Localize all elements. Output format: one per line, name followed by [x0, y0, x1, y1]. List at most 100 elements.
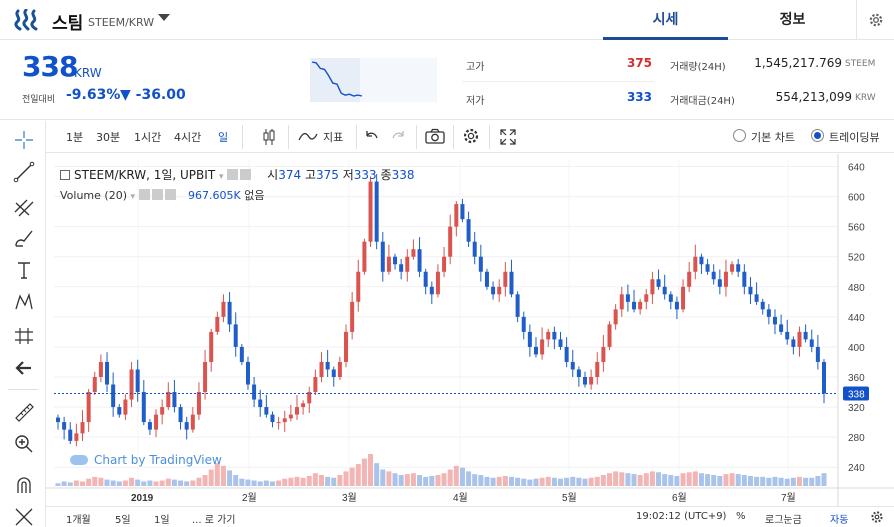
coin-dropdown-icon[interactable]: [158, 14, 170, 21]
volume-bar: [257, 481, 263, 486]
volume-bar: [582, 478, 588, 486]
candle-body: [178, 407, 183, 423]
candle-body: [601, 346, 606, 362]
bottom-gear-icon[interactable]: [870, 510, 884, 524]
volume-bar: [80, 481, 86, 486]
time-axis: 2019 2월 3월 4월 5월 6월 7월: [46, 487, 894, 504]
interval-day[interactable]: 일: [218, 131, 229, 144]
legend-dropdown-icon[interactable]: ▾: [218, 172, 224, 182]
candle-body: [803, 331, 808, 340]
candle-body: [791, 339, 796, 347]
volume-bar: [227, 470, 233, 486]
candle-body: [405, 256, 410, 272]
magnet-icon[interactable]: [13, 475, 35, 497]
candle-body: [454, 204, 459, 227]
volume-bar: [276, 480, 282, 486]
volume-bar: [386, 471, 392, 486]
change-amount: ▼ -36.00: [120, 87, 186, 103]
volume-tools-icon[interactable]: [138, 189, 185, 202]
candle-type-icon[interactable]: [262, 128, 276, 146]
volume-bar: [410, 473, 416, 486]
interval-1min[interactable]: 1분: [66, 131, 84, 144]
tradingview-watermark[interactable]: Chart by TradingView: [70, 453, 222, 467]
redo-icon[interactable]: [390, 129, 406, 143]
tradingview-label[interactable]: 트레이딩뷰: [829, 131, 880, 144]
candle-body: [785, 331, 790, 340]
volume-bar: [557, 478, 563, 486]
measure-tool-icon[interactable]: [13, 325, 35, 347]
steem-logo-icon: [14, 9, 38, 31]
range-1day[interactable]: 1일: [154, 515, 170, 526]
brush-icon[interactable]: [13, 227, 35, 249]
candlestick-chart[interactable]: 240 280 320 360 400 440 480 520 560 600 640 2019 2월…: [46, 154, 894, 506]
volume-legend-value: 967.605K: [188, 189, 241, 202]
ruler-icon[interactable]: [13, 401, 35, 423]
candle-body: [160, 407, 165, 415]
percent-toggle[interactable]: %: [736, 511, 746, 522]
candle-body: [730, 264, 735, 272]
fullscreen-icon[interactable]: [499, 128, 517, 146]
hide-drawings-icon[interactable]: [13, 505, 35, 527]
volume-bar: [361, 458, 367, 486]
volume-bar: [662, 474, 668, 486]
trendline-icon[interactable]: [13, 161, 35, 183]
tab-info[interactable]: 정보: [779, 12, 806, 28]
volume-bar: [300, 477, 306, 486]
chart-settings-gear-icon[interactable]: [462, 127, 480, 145]
volume-bar: [331, 477, 337, 486]
range-5day[interactable]: 5일: [115, 515, 131, 526]
price-chart[interactable]: 240 280 320 360 400 440 480 520 560 600 640 2019 2월…: [46, 154, 894, 527]
tab-quote[interactable]: 시세: [603, 0, 728, 40]
candle-body: [62, 422, 67, 430]
basic-chart-radio[interactable]: [733, 129, 746, 142]
interval-4hour[interactable]: 4시간: [174, 131, 202, 144]
candle-body: [583, 377, 588, 385]
legend-collapse-icon[interactable]: [60, 170, 70, 180]
volume-dropdown-icon[interactable]: ▾: [130, 192, 136, 202]
interval-1hour[interactable]: 1시간: [134, 131, 162, 144]
tradingview-radio[interactable]: [811, 129, 824, 142]
volume-bar: [711, 475, 717, 486]
candle-body: [472, 241, 477, 257]
candle-body: [589, 377, 594, 385]
camera-icon[interactable]: [425, 128, 445, 144]
volume-bar: [747, 475, 753, 486]
volume-bar: [214, 463, 220, 486]
candle-body: [111, 384, 116, 408]
range-1month[interactable]: 1개월: [66, 515, 91, 526]
candle-body: [625, 294, 630, 302]
mini-chart-line: [311, 61, 363, 97]
volume-bar: [551, 477, 557, 486]
volume-bar: [171, 479, 177, 486]
text-tool-icon[interactable]: [13, 259, 35, 281]
legend-close-label: 종: [380, 168, 392, 182]
auto-scale-toggle[interactable]: 자동: [830, 515, 849, 526]
pattern-tool-icon[interactable]: [13, 291, 35, 313]
basic-chart-label[interactable]: 기본 차트: [751, 131, 795, 144]
volume-bar: [355, 464, 361, 486]
legend-tools-icon[interactable]: [227, 168, 263, 182]
candle-body: [527, 331, 532, 347]
log-scale-toggle[interactable]: 로그눈금: [765, 515, 802, 526]
chart-toolbar: 1분 30분 1시간 4시간 일 지표 기: [46, 121, 894, 153]
volume-bar: [165, 478, 171, 486]
volume-bar: [472, 474, 478, 486]
zoom-in-icon[interactable]: [13, 433, 35, 455]
volume-bar: [202, 475, 208, 486]
goto-date[interactable]: ... 로 가기: [192, 515, 236, 526]
arrow-left-icon[interactable]: [13, 357, 35, 379]
volume-bar: [607, 473, 613, 486]
fib-tool-icon[interactable]: [13, 195, 35, 217]
volume-bar: [631, 474, 637, 486]
interval-30min[interactable]: 30분: [96, 131, 121, 144]
candle-body: [386, 256, 391, 272]
candle-body: [748, 286, 753, 295]
volume-bar: [153, 481, 159, 486]
last-price-tag: 338: [843, 386, 869, 401]
undo-icon[interactable]: [364, 129, 380, 143]
change-label: 전일대비: [22, 95, 56, 105]
crosshair-icon[interactable]: [13, 129, 35, 151]
indicator-button[interactable]: 지표: [323, 131, 344, 144]
indicator-icon[interactable]: [298, 130, 318, 144]
settings-button[interactable]: [856, 0, 894, 40]
